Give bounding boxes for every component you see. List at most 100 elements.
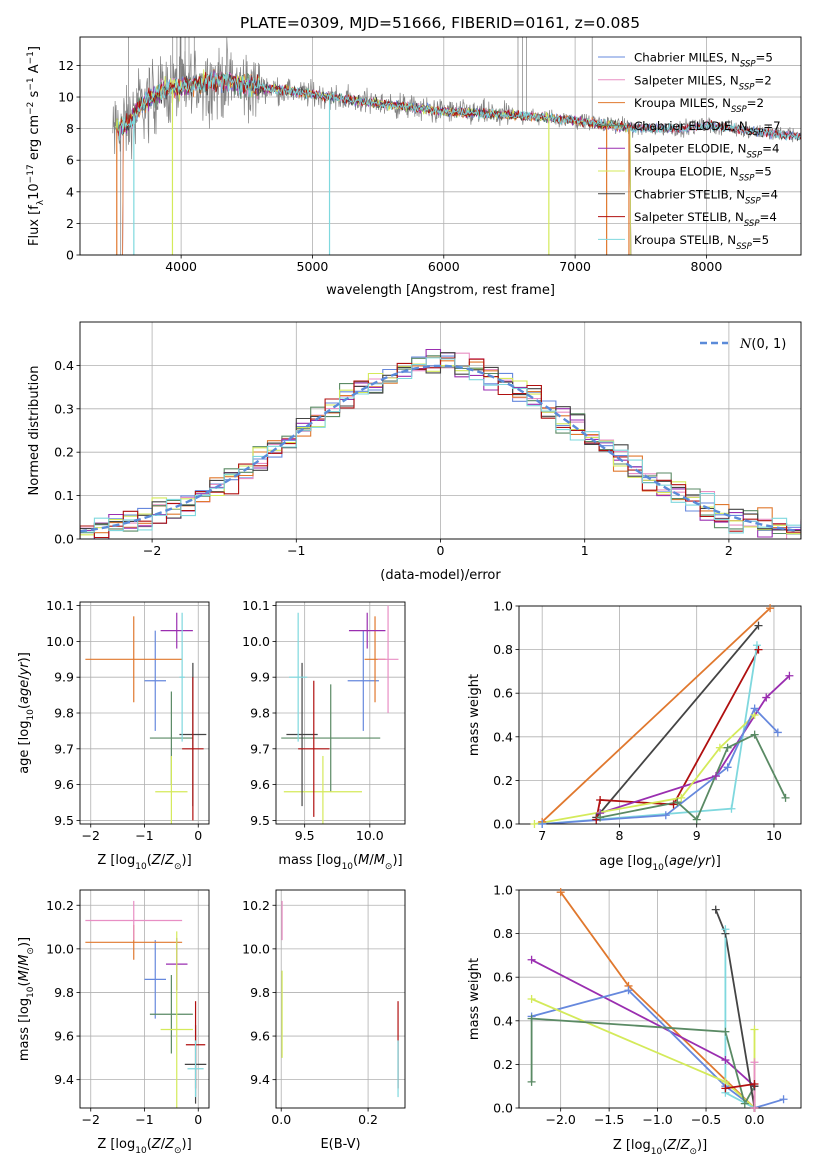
- legend-label: Salpeter ELODIE, NSSP=4: [634, 142, 779, 161]
- weight_vs_age-marker: [762, 693, 771, 702]
- weight_vs_age-marker: [723, 743, 732, 752]
- mass_vs_ebv-panel: 0.0 0.2 9.4 9.6 9.8 10.0 10.2: [242, 889, 406, 1127]
- residuals-legend: N(0, 1): [700, 337, 786, 352]
- spectrum-legend: Chabrier MILES, NSSP=5 Salpeter MILES, NS…: [598, 51, 781, 252]
- residuals-xtick-label: 1: [581, 543, 589, 558]
- mass_vs_Z-ytick-label: 10.2: [46, 898, 74, 913]
- mass_vs_Z-xlabel: Z [log10(Z/Z⊙)]: [97, 1137, 191, 1156]
- spectrum-xtick-label: 8000: [691, 259, 723, 274]
- weight_vs_age-marker: [727, 804, 736, 813]
- spectrum-ylabel: Flux [fλ10−17 erg cm−2 s−1 A−1]: [26, 46, 46, 246]
- residuals-ytick-label: 0.3: [54, 401, 74, 416]
- legend-label: Kroupa STELIB, NSSP=5: [634, 233, 769, 252]
- legend-label: Kroupa ELODIE, NSSP=5: [634, 165, 772, 184]
- residuals-frame: [79, 321, 802, 540]
- mass_vs_Z-xtick-label: −2: [82, 1112, 100, 1127]
- weight_vs_age-ylabel: mass weight: [467, 674, 482, 756]
- weight_vs_Z-xtick-label: −1.5: [594, 1112, 624, 1127]
- age_vs_Z-frame: [79, 601, 210, 825]
- weight_vs_age-marker: [785, 671, 794, 680]
- mass_vs_ebv-ytick-label: 9.8: [250, 985, 270, 1000]
- age_vs_mass-ytick-label: 9.6: [250, 777, 270, 792]
- spectrum-ytick-label: 8: [66, 121, 74, 136]
- weight_vs_age-frame: [518, 605, 802, 825]
- residuals-xlabel: (data-model)/error: [380, 568, 501, 583]
- weight_vs_Z-frame: [518, 889, 802, 1109]
- residuals-ytick-label: 0.1: [54, 488, 74, 503]
- weight_vs_Z-marker: [527, 1014, 536, 1023]
- weight_vs_age-marker: [677, 793, 686, 802]
- spectrum-plot-area: [112, 37, 801, 255]
- weight_vs_Z-marker: [740, 1099, 749, 1108]
- mass_vs_Z-ylabel: mass [log10(M/M⊙)]: [17, 937, 36, 1061]
- mass_vs_Z-xtick-label: −1: [135, 1112, 153, 1127]
- weight_vs_age-marker: [673, 798, 682, 807]
- age_vs_Z-ytick-label: 10.1: [46, 598, 74, 613]
- legend-label: Salpeter STELIB, NSSP=4: [634, 210, 777, 229]
- weight_vs_Z-marker: [711, 905, 720, 914]
- weight_vs_Z-marker: [527, 955, 536, 964]
- weight_vs_Z-ytick-label: 0.0: [493, 1101, 513, 1116]
- weight_vs_age-marker: [754, 621, 763, 630]
- weight_vs_age-ytick-label: 0.2: [493, 773, 513, 788]
- weight_vs_age-series-line: [541, 607, 771, 823]
- weight_vs_age-ytick-label: 0.8: [493, 642, 513, 657]
- age_vs_Z-xtick-label: 0: [194, 828, 202, 843]
- weight_vs_age-marker: [712, 772, 721, 781]
- mass_vs_ebv-xlabel: E(B-V): [320, 1137, 360, 1152]
- mass_vs_ebv-frame: [275, 889, 406, 1109]
- spectrum-panel: 4000 5000 6000 7000 8000 0 2 4 6 8 10 12 Chabrier MI…: [26, 36, 802, 298]
- age_vs_Z-xtick-label: −2: [82, 828, 100, 843]
- mass_vs_Z-ytick-label: 10.0: [46, 941, 74, 956]
- weight_vs_Z-marker: [527, 995, 536, 1003]
- mass_vs_Z-panel: −2 −1 0 9.4 9.6 9.8 10.0 10.2 Z [log10(Z/Z⊙)] mas…: [17, 889, 210, 1156]
- weight_vs_Z-marker: [750, 1058, 759, 1067]
- weight_vs_Z-ylabel: mass weight: [467, 958, 482, 1040]
- age_vs_Z-ytick-label: 9.8: [54, 706, 74, 721]
- age_vs_Z-plot-area: [85, 612, 207, 824]
- weight_vs_Z-xlabel: Z [log10(Z/Z⊙)]: [613, 1138, 707, 1157]
- age_vs_Z-ytick-label: 9.6: [54, 777, 74, 792]
- residuals-ytick-label: 0.0: [54, 532, 74, 547]
- weight_vs_age-marker: [538, 820, 547, 828]
- age_vs_mass-ytick-label: 9.8: [250, 706, 270, 721]
- mass_vs_ebv-xtick-label: 0.2: [358, 1112, 378, 1127]
- spectrum-ytick-label: 0: [66, 248, 74, 263]
- legend-label: Chabrier STELIB, NSSP=4: [634, 187, 778, 206]
- weight_vs_age-series-line: [595, 625, 760, 819]
- weight_vs_Z-panel: −2.0 −1.5 −1.0 −0.5 0.0 0.0 0.2 0.4 0.6 0.8 1.0 Z […: [467, 883, 802, 1157]
- weight_vs_age-panel: 7 8 9 10 0.0 0.2 0.4 0.6 0.8 1.0 age [log10(age/yr…: [467, 599, 802, 873]
- weight_vs_Z-marker: [750, 1104, 759, 1112]
- age_vs_mass-ytick-label: 9.7: [250, 741, 270, 756]
- spectrum-ytick-label: 4: [66, 184, 74, 199]
- residuals-ylabel: Normed distribution: [27, 366, 42, 496]
- weight_vs_Z-marker: [750, 1025, 759, 1034]
- weight_vs_Z-xtick-label: −1.0: [642, 1112, 672, 1127]
- mass_vs_ebv-ytick-label: 10.2: [242, 898, 270, 913]
- age_vs_mass-frame: [275, 601, 406, 825]
- weight_vs_age-marker: [715, 743, 724, 752]
- figure-title: PLATE=0309, MJD=51666, FIBERID=0161, z=0…: [240, 14, 640, 32]
- age_vs_Z-ytick-label: 9.7: [54, 741, 74, 756]
- weight_vs_age-xtick-label: 8: [615, 828, 623, 843]
- weight_vs_Z-marker: [750, 1080, 759, 1089]
- weight_vs_Z-marker: [721, 1027, 730, 1036]
- residuals-ytick-label: 0.4: [54, 358, 74, 373]
- residuals-xtick-label: 0: [437, 543, 445, 558]
- weight_vs_Z-marker: [721, 1084, 730, 1093]
- mass_vs_Z-ytick-label: 9.8: [54, 985, 74, 1000]
- weight_vs_age-xlabel: age [log10(age/yr)]: [599, 854, 721, 873]
- age_vs_mass-ytick-label: 9.5: [250, 813, 270, 828]
- age_vs_Z-panel: −2 −1 0 9.5 9.6 9.7 9.8 9.9 10.0 10.1 Z [log10(Z/Z…: [17, 598, 210, 872]
- weight_vs_Z-xtick-label: 0.0: [745, 1112, 765, 1127]
- residuals-xtick-label: −2: [143, 543, 161, 558]
- mass_vs_ebv-plot-area: [281, 900, 399, 1098]
- age_vs_mass-xlabel: mass [log10(M/M⊙)]: [278, 853, 402, 872]
- spectrum-xtick-label: 5000: [297, 259, 329, 274]
- legend-label: Chabrier MILES, NSSP=5: [634, 51, 773, 70]
- weight_vs_age-series-line: [599, 733, 787, 822]
- weight_vs_age-marker: [752, 641, 761, 650]
- weight_vs_Z-marker: [624, 986, 633, 995]
- legend-label: Kroupa MILES, NSSP=2: [634, 96, 764, 115]
- weight_vs_Z-marker: [721, 1056, 730, 1065]
